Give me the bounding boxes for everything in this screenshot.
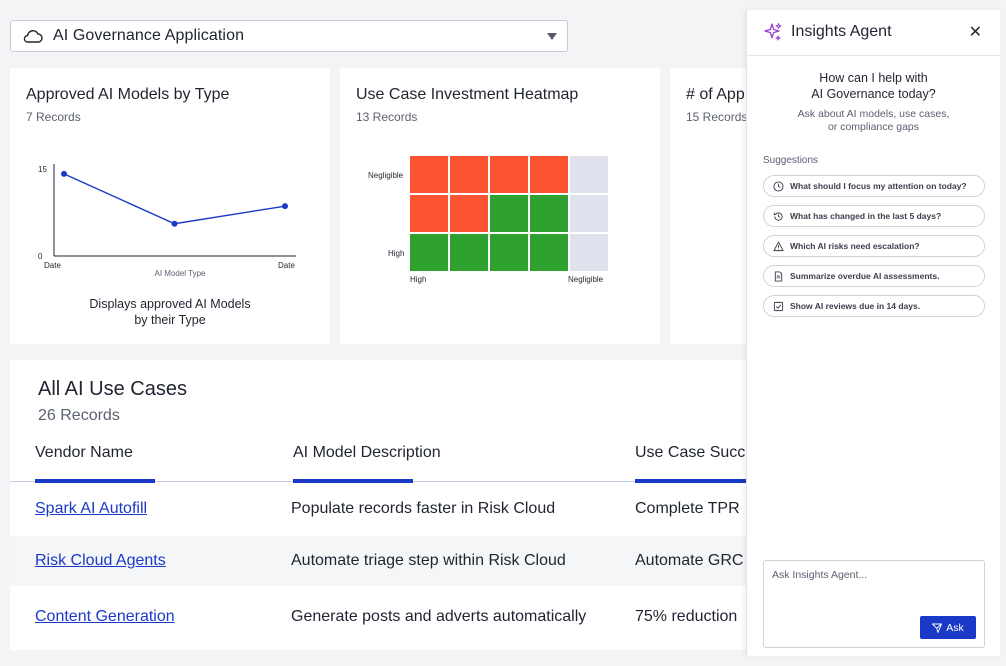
heatmap-cell[interactable] xyxy=(450,234,488,271)
success-cell: Complete TPR xyxy=(635,500,740,517)
models-by-type-card: Approved AI Models by Type 7 Records 15 … xyxy=(10,68,330,344)
x-axis-label: AI Model Type xyxy=(155,269,207,278)
heatmap-y-top-label: Negligible xyxy=(368,171,404,180)
success-cell: Automate GRC xyxy=(635,552,744,569)
heatmap-cell[interactable] xyxy=(490,156,528,193)
card-title: Use Case Investment Heatmap xyxy=(356,86,579,103)
cloud-icon xyxy=(23,30,43,43)
column-resize-bar xyxy=(293,479,413,483)
ask-input-box: Ask xyxy=(763,560,985,648)
help-subtext: Ask about AI models, use cases, or compl… xyxy=(797,108,950,133)
column-header-vendor[interactable]: Vendor Name xyxy=(35,444,133,461)
heatmap-cell[interactable] xyxy=(530,195,568,232)
chevron-down-icon[interactable] xyxy=(547,33,557,40)
sparkle-icon xyxy=(764,23,782,41)
card-records: 15 Records xyxy=(686,110,748,124)
panel-header: Insights Agent ✕ xyxy=(747,10,1000,56)
suggestion-chip[interactable]: Show AI reviews due in 14 days. xyxy=(763,295,985,317)
x-tick-left: Date xyxy=(44,261,61,270)
warning-icon xyxy=(773,241,784,251)
heatmap-cell[interactable] xyxy=(410,156,448,193)
ask-button[interactable]: Ask xyxy=(920,616,976,639)
history-icon xyxy=(773,211,783,221)
app-selector-value: AI Governance Application xyxy=(53,27,245,44)
success-cell: 75% reduction xyxy=(635,608,738,625)
data-point[interactable] xyxy=(282,203,288,210)
table-row[interactable]: Spark AI Autofill Populate records faste… xyxy=(10,484,750,534)
heatmap-cell[interactable] xyxy=(530,156,568,193)
checkbox-icon xyxy=(773,301,784,311)
heatmap-y-bottom-label: High xyxy=(388,249,405,258)
suggestion-chip[interactable]: Summarize overdue AI assessments. xyxy=(763,265,985,287)
heatmap-cell[interactable] xyxy=(490,234,528,271)
heatmap-cell[interactable] xyxy=(450,156,488,193)
app-selector-dropdown[interactable]: AI Governance Application xyxy=(10,20,568,52)
send-icon xyxy=(932,623,943,633)
suggestion-chip[interactable]: What has changed in the last 5 days? xyxy=(763,205,985,227)
insights-agent-panel: Insights Agent ✕ How can I help with AI … xyxy=(746,10,1000,656)
heatmap-x-right-label: Negligible xyxy=(568,275,604,284)
suggestions-label: Suggestions xyxy=(763,155,819,166)
card-records: 13 Records xyxy=(356,110,418,124)
x-tick-right: Date xyxy=(278,261,295,270)
heatmap-cell[interactable] xyxy=(570,195,608,232)
data-point[interactable] xyxy=(61,170,67,177)
vendor-link[interactable]: Content Generation xyxy=(35,608,175,625)
document-icon xyxy=(774,270,783,282)
description-cell: Automate triage step within Risk Cloud xyxy=(291,552,566,569)
suggestion-chip[interactable]: What should I focus my attention on toda… xyxy=(763,175,985,197)
heatmap-cell[interactable] xyxy=(410,234,448,271)
description-cell: Generate posts and adverts automatically xyxy=(291,608,587,625)
column-header-description[interactable]: AI Model Description xyxy=(293,444,441,461)
clock-icon xyxy=(773,180,784,192)
heatmap-x-left-label: High xyxy=(410,275,427,284)
table-title: All AI Use Cases xyxy=(38,378,187,400)
column-resize-bar xyxy=(35,479,155,483)
help-heading: How can I help with AI Governance today? xyxy=(811,71,936,101)
table-row[interactable]: Risk Cloud Agents Automate triage step w… xyxy=(10,536,750,586)
card-title: Approved AI Models by Type xyxy=(26,86,230,103)
y-tick-top: 15 xyxy=(38,165,47,174)
heatmap-cell[interactable] xyxy=(570,156,608,193)
card-records: 7 Records xyxy=(26,110,81,124)
heatmap-cell[interactable] xyxy=(530,234,568,271)
use-cases-table: All AI Use Cases 26 Records Vendor Name … xyxy=(10,360,750,650)
suggestion-chip[interactable]: Which AI risks need escalation? xyxy=(763,235,985,257)
vendor-link[interactable]: Risk Cloud Agents xyxy=(35,552,166,569)
panel-title: Insights Agent xyxy=(791,23,892,40)
heatmap-card: Use Case Investment Heatmap 13 Records N… xyxy=(340,68,660,344)
apps-card: # of App 15 Records xyxy=(670,68,760,344)
close-icon[interactable]: ✕ xyxy=(968,24,982,41)
heatmap-cell[interactable] xyxy=(410,195,448,232)
heatmap-cell[interactable] xyxy=(570,234,608,271)
heatmap-cell[interactable] xyxy=(450,195,488,232)
column-resize-bar xyxy=(635,479,750,483)
y-tick-bottom: 0 xyxy=(38,252,43,261)
ask-input[interactable] xyxy=(764,561,984,611)
heatmap-cell[interactable] xyxy=(490,195,528,232)
column-header-success[interactable]: Use Case Succ xyxy=(635,444,746,461)
vendor-link[interactable]: Spark AI Autofill xyxy=(35,500,148,517)
table-records: 26 Records xyxy=(38,407,120,424)
card-title: # of App xyxy=(686,86,745,103)
series-line xyxy=(63,173,286,225)
table-row[interactable]: Content Generation Generate posts and ad… xyxy=(10,592,750,642)
data-point[interactable] xyxy=(171,220,178,227)
description-cell: Populate records faster in Risk Cloud xyxy=(291,500,556,517)
line-chart: 15 0 Date Date AI Model Type xyxy=(38,164,296,278)
card-description: Displays approved AI Models by their Typ… xyxy=(89,297,251,327)
heatmap-grid xyxy=(410,156,608,274)
